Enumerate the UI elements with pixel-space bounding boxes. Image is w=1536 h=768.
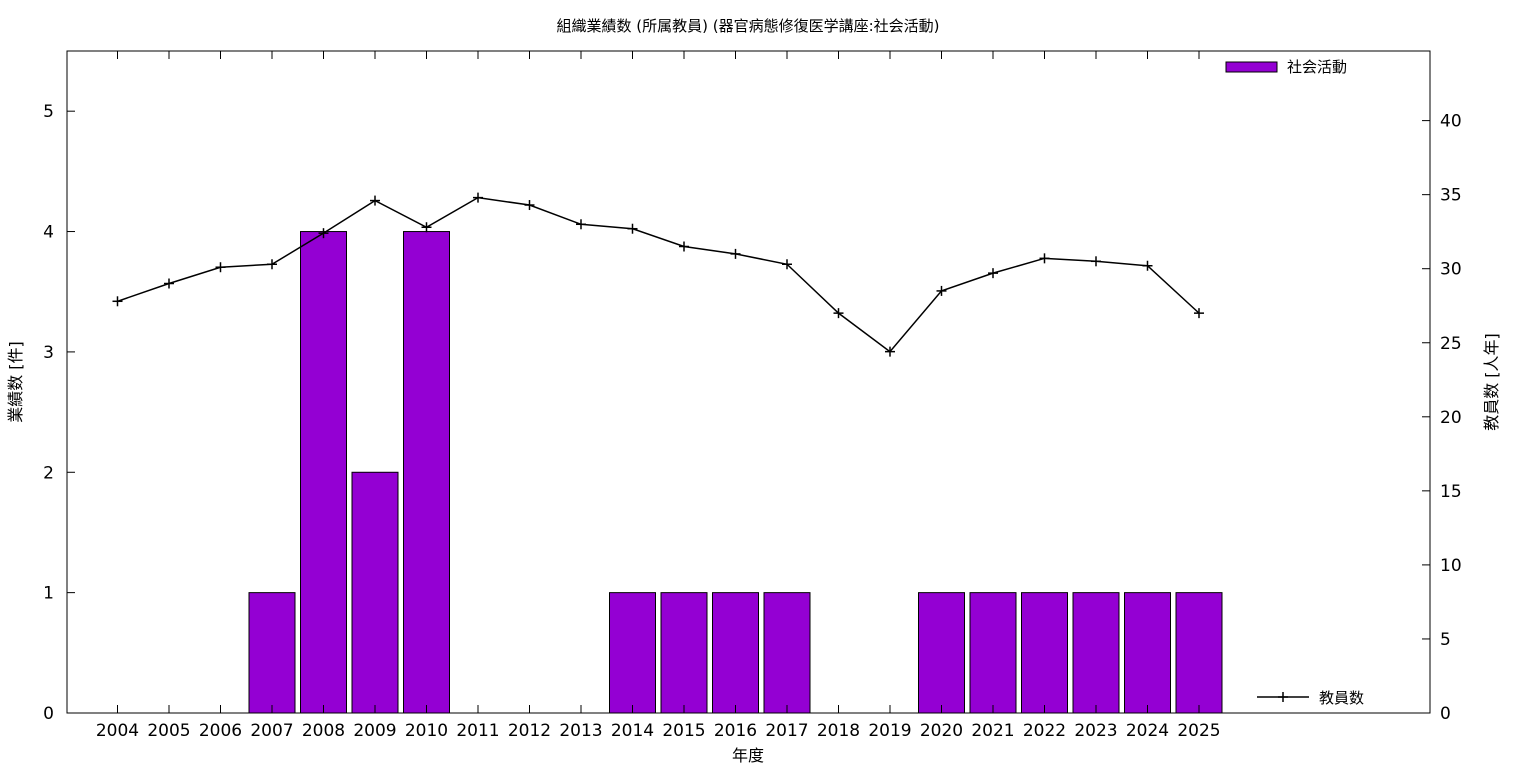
x-axis-label: 年度	[732, 746, 764, 765]
point-2004	[112, 296, 123, 307]
point-2017	[782, 259, 792, 270]
x-tick-label: 2023	[1074, 721, 1117, 741]
x-tick-label: 2013	[559, 721, 602, 741]
bar-2010	[403, 231, 450, 714]
y2-axis-label: 教員数 [人年]	[1482, 333, 1501, 431]
legend-line: 教員数	[1257, 689, 1364, 707]
bar-2007	[248, 592, 296, 714]
x-tick-label: 2014	[611, 721, 654, 741]
point-2016	[730, 248, 741, 259]
legend-bar-swatch	[1225, 61, 1278, 73]
bars-group	[248, 231, 1223, 714]
x-tick-label: 2020	[920, 721, 963, 741]
bar-2021	[969, 592, 1017, 714]
point-2019	[885, 346, 895, 357]
point-2013	[576, 219, 586, 230]
x-tick-label: 2025	[1177, 721, 1220, 741]
y-ticks: 0 1 2 3 4 5	[43, 102, 75, 724]
point-2021	[988, 268, 998, 279]
point-2018	[833, 308, 844, 319]
x-tick-label: 2009	[353, 721, 396, 741]
bar-2017	[763, 592, 811, 714]
x-tick-label: 2008	[302, 721, 345, 741]
point-2012	[524, 200, 535, 211]
y2-tick-label: 20	[1440, 408, 1462, 428]
y2-tick-label: 40	[1440, 112, 1462, 132]
x-tick-label: 2004	[96, 721, 139, 741]
point-2025	[1194, 308, 1204, 319]
point-2011	[473, 192, 483, 203]
y-tick-label: 5	[43, 102, 54, 122]
y2-tick-label: 5	[1440, 630, 1451, 650]
x-tick-label: 2016	[714, 721, 757, 741]
x-tick-label: 2011	[456, 721, 499, 741]
x-tick-label: 2015	[662, 721, 705, 741]
x-tick-label: 2018	[817, 721, 860, 741]
point-2022	[1039, 253, 1050, 264]
y-tick-label: 3	[43, 343, 54, 363]
point-2009	[370, 195, 380, 206]
y2-tick-label: 25	[1440, 334, 1462, 354]
bar-2022	[1021, 592, 1068, 714]
x-tick-label: 2006	[199, 721, 242, 741]
chart-title: 組織業績数 (所属教員) (器官病態修復医学講座:社会活動)	[556, 17, 939, 35]
y-axis-label: 業績数 [件]	[6, 341, 25, 423]
point-2020	[936, 285, 947, 296]
y2-tick-label: 0	[1440, 704, 1451, 724]
bar-2016	[712, 592, 759, 714]
point-2014	[627, 223, 638, 234]
y-tick-label: 2	[43, 463, 54, 483]
point-2008	[318, 228, 329, 239]
point-2005	[164, 278, 174, 289]
y2-ticks: 0 5 10 15 20 25 30 35 40	[1422, 112, 1462, 724]
y2-tick-label: 15	[1440, 482, 1462, 502]
y-tick-label: 1	[43, 584, 54, 604]
x-tick-label: 2005	[147, 721, 190, 741]
bar-2023	[1072, 592, 1120, 714]
x-tick-label: 2017	[765, 721, 808, 741]
y-tick-label: 4	[43, 223, 54, 243]
x-tick-label: 2010	[405, 721, 448, 741]
point-2023	[1091, 256, 1101, 267]
legend-bar-label: 社会活動	[1287, 58, 1347, 76]
bar-2020	[918, 592, 965, 714]
y2-tick-label: 35	[1440, 186, 1462, 206]
x-tick-label: 2022	[1023, 721, 1066, 741]
y-tick-label: 0	[43, 704, 54, 724]
x-tick-label: 2024	[1126, 721, 1169, 741]
bar-2008	[300, 231, 347, 714]
x-tick-label: 2012	[508, 721, 551, 741]
x-tick-label: 2007	[250, 721, 293, 741]
point-2010	[421, 222, 432, 233]
x-ticks: 2004 2005 2006 2007 2008 2009 2010 2011 2012 2013…	[96, 51, 1221, 741]
plot-frame	[66, 50, 1431, 714]
point-2006	[215, 262, 226, 273]
line-group	[112, 192, 1204, 357]
point-2024	[1142, 260, 1153, 271]
bar-2024	[1124, 592, 1171, 714]
legend-bar: 社会活動	[1225, 58, 1347, 76]
bar-2009	[351, 471, 399, 714]
y2-tick-label: 10	[1440, 556, 1462, 576]
x-tick-label: 2021	[971, 721, 1014, 741]
y2-tick-label: 30	[1440, 260, 1462, 280]
line-teachers	[117, 196, 1200, 353]
point-2007	[267, 259, 277, 270]
bar-2014	[609, 592, 656, 714]
legend-line-label: 教員数	[1319, 689, 1364, 707]
bar-2025	[1175, 592, 1223, 714]
point-2015	[679, 241, 689, 252]
x-tick-label: 2019	[868, 721, 911, 741]
bar-2015	[660, 592, 708, 714]
